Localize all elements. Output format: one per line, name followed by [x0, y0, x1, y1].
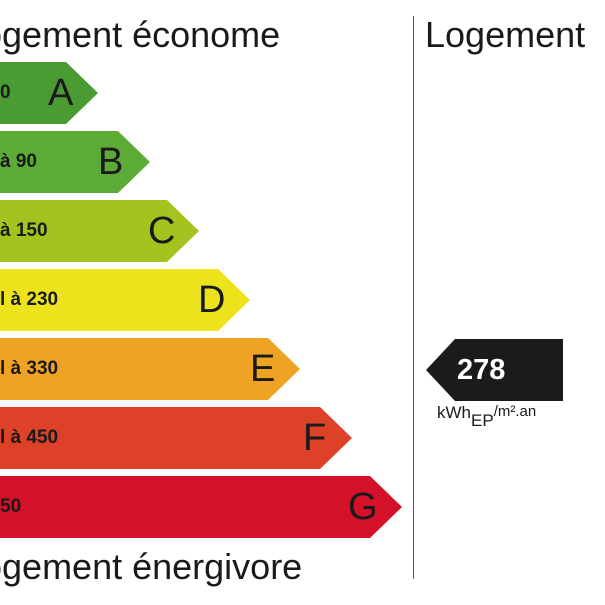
band-e-arrow	[0, 338, 300, 400]
consumption-value: 278	[457, 354, 506, 386]
energy-band-d: l à 230 D	[0, 269, 250, 331]
unit-main: kWh	[437, 403, 471, 422]
band-g-arrow	[0, 476, 402, 538]
energy-band-g: 50 G	[0, 476, 402, 538]
band-c-range: à 150	[0, 220, 48, 241]
band-d-letter: D	[198, 279, 226, 321]
energy-band-b: à 90 B	[0, 131, 150, 193]
energy-band-f: l à 450 F	[0, 407, 352, 469]
band-g-letter: G	[348, 486, 378, 528]
band-e-range: l à 330	[0, 358, 59, 379]
housing-heading: Logement	[425, 14, 586, 55]
economical-heading: ogement économe	[0, 14, 281, 55]
band-d-arrow	[0, 269, 250, 331]
unit-rest: /m².an	[493, 403, 537, 420]
unit-subscript: EP	[471, 411, 494, 430]
band-a-range: 0	[0, 82, 11, 103]
band-b-range: à 90	[0, 151, 37, 172]
band-a-letter: A	[48, 72, 74, 114]
band-d-range: l à 230	[0, 289, 59, 310]
band-f-arrow	[0, 407, 352, 469]
band-b-letter: B	[98, 141, 124, 183]
panel-divider	[413, 16, 414, 579]
band-c-arrow	[0, 200, 199, 262]
band-g-range: 50	[0, 496, 22, 517]
band-c-letter: C	[148, 210, 176, 252]
band-a-arrow	[0, 62, 98, 124]
energy-band-e: l à 330 E	[0, 338, 300, 400]
band-e-letter: E	[250, 348, 276, 390]
consumption-unit: kWhEP/m².an	[437, 403, 537, 430]
band-f-range: l à 450	[0, 427, 59, 448]
band-f-letter: F	[303, 417, 327, 459]
consumption-indicator: 278	[426, 339, 566, 401]
energy-intensive-heading: ogement énergivore	[0, 546, 303, 587]
energy-band-a: 0 A	[0, 62, 98, 124]
band-b-arrow	[0, 131, 150, 193]
indicator-arrow	[426, 339, 563, 401]
energy-band-c: à 150 C	[0, 200, 199, 262]
